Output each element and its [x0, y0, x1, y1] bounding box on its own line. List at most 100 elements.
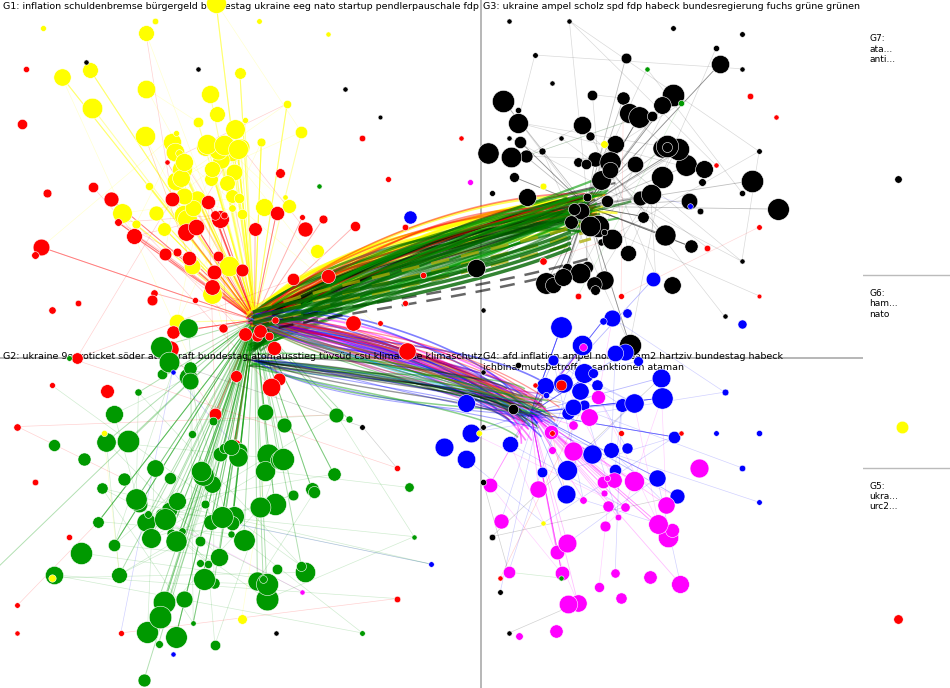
Point	[475, 421, 490, 432]
Point	[458, 398, 473, 409]
Point	[224, 202, 239, 213]
Point	[655, 142, 670, 153]
Point	[372, 111, 388, 122]
Point	[475, 304, 490, 315]
Point	[233, 68, 248, 79]
Point	[153, 508, 168, 519]
Point	[743, 91, 758, 102]
Point	[565, 446, 580, 457]
Point	[211, 144, 226, 155]
Point	[553, 380, 568, 391]
Point	[751, 222, 767, 233]
Point	[168, 535, 183, 546]
Point	[44, 304, 59, 315]
Point	[510, 105, 525, 116]
Point	[267, 342, 282, 353]
Text: G5:
ukra...
urc2...: G5: ukra... urc2...	[869, 482, 899, 511]
Point	[27, 476, 42, 487]
Point	[632, 192, 647, 203]
Point	[139, 28, 154, 39]
Point	[553, 572, 568, 583]
Point	[621, 108, 637, 119]
Point	[734, 187, 750, 198]
Point	[700, 242, 715, 253]
Point	[665, 524, 680, 535]
Point	[69, 353, 85, 364]
Point	[70, 297, 86, 308]
Point	[381, 173, 396, 184]
Point	[219, 178, 235, 189]
Point	[304, 483, 319, 494]
Point	[117, 473, 132, 484]
Point	[276, 419, 292, 430]
Point	[259, 579, 275, 590]
Point	[407, 531, 422, 542]
Point	[217, 140, 232, 151]
Point	[596, 476, 611, 487]
Point	[234, 264, 249, 275]
Point	[618, 53, 634, 64]
Point	[618, 347, 633, 358]
Point	[894, 421, 909, 432]
Point	[415, 270, 430, 281]
Point	[643, 189, 658, 200]
Point	[143, 533, 159, 544]
Point	[510, 359, 525, 370]
Point	[174, 163, 189, 174]
Point	[281, 201, 296, 212]
Point	[556, 378, 571, 389]
Point	[544, 428, 560, 439]
Point	[27, 249, 42, 260]
Point	[189, 222, 204, 233]
Point	[712, 58, 727, 69]
Point	[253, 502, 268, 513]
Point	[326, 469, 341, 480]
Point	[217, 210, 232, 221]
Point	[734, 63, 750, 74]
Point	[158, 514, 173, 525]
Point	[606, 475, 621, 486]
Point	[580, 261, 595, 272]
Point	[505, 404, 521, 415]
Point	[204, 288, 219, 299]
Point	[329, 409, 344, 420]
Point	[224, 517, 239, 528]
Point	[10, 627, 25, 638]
Point	[545, 355, 560, 366]
Point	[165, 327, 180, 338]
Point	[140, 626, 155, 637]
Point	[678, 160, 694, 171]
Point	[228, 371, 243, 382]
Point	[294, 561, 309, 572]
Point	[192, 558, 207, 569]
Point	[170, 495, 185, 506]
Point	[44, 380, 59, 391]
Point	[194, 465, 209, 476]
Point	[501, 567, 516, 578]
Text: G1: inflation schuldenbremse bürgergeld bundestag ukraine eeg nato startup pendl: G1: inflation schuldenbremse bürgergeld …	[3, 2, 479, 11]
Point	[208, 0, 223, 8]
Point	[225, 191, 240, 202]
Text: G2: ukraine 9euroticket söder atomkraft bundestag atomausstieg tüvsüd csu klimak: G2: ukraine 9euroticket söder atomkraft …	[3, 352, 482, 361]
Point	[180, 214, 195, 225]
Point	[614, 593, 629, 604]
Point	[602, 157, 618, 168]
Point	[670, 147, 685, 158]
Point	[148, 208, 163, 219]
Point	[147, 15, 162, 26]
Point	[471, 428, 486, 439]
Point	[95, 483, 110, 494]
Point	[113, 627, 128, 638]
Point	[560, 408, 576, 419]
Point	[390, 462, 405, 473]
Point	[484, 187, 500, 198]
Point	[665, 22, 680, 33]
Point	[622, 339, 637, 350]
Point	[570, 598, 585, 609]
Point	[207, 639, 222, 650]
Point	[34, 241, 49, 252]
Point	[890, 614, 905, 625]
Point	[463, 177, 478, 188]
Point	[573, 206, 588, 217]
Point	[168, 128, 183, 139]
